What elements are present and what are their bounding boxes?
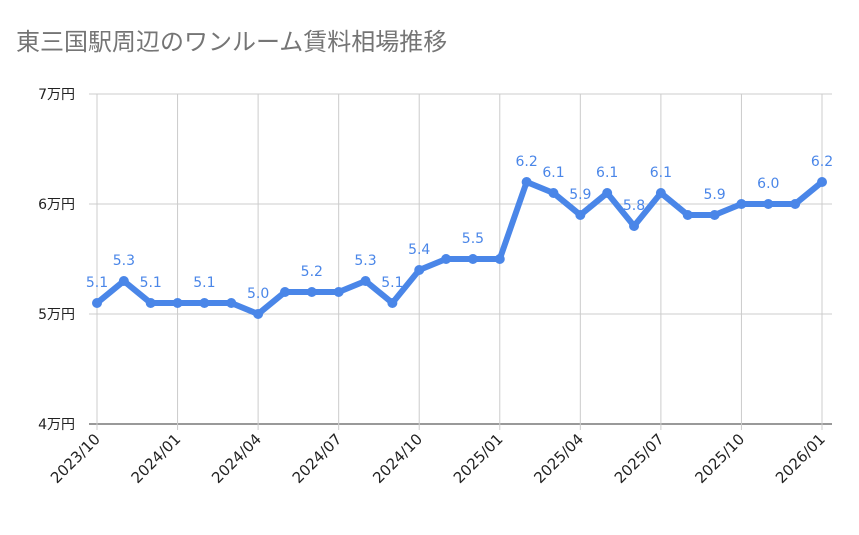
data-label: 5.3: [354, 253, 376, 269]
data-label: 5.1: [86, 275, 108, 291]
point: [682, 210, 693, 220]
y-tick-label: 7万円: [38, 87, 75, 103]
data-label: 5.0: [247, 286, 269, 302]
line: [95, 179, 824, 317]
data-label: 5.9: [569, 187, 591, 203]
point: [548, 188, 559, 198]
point: [387, 298, 398, 308]
data-label: 5.1: [140, 275, 162, 291]
y-tick-label: 6万円: [38, 197, 75, 213]
y-tick-label: 5万円: [38, 307, 75, 323]
point: [575, 210, 586, 220]
x-tick-label: 2024/01: [128, 430, 185, 487]
data-label: 6.0: [757, 176, 779, 192]
point: [817, 177, 827, 187]
point: [655, 188, 666, 198]
point: [145, 298, 156, 308]
point: [521, 177, 532, 187]
data-label: 6.2: [811, 154, 833, 170]
data-label: 5.1: [193, 275, 215, 291]
data-label: 5.8: [623, 198, 645, 214]
point: [414, 265, 425, 275]
point: [736, 199, 747, 209]
data-label: 6.1: [542, 165, 564, 181]
point: [441, 254, 452, 264]
point: [360, 276, 371, 286]
point: [306, 287, 317, 297]
x-tick-label: 2025/01: [450, 430, 507, 487]
y-tick-label: 4万円: [38, 417, 75, 433]
point: [629, 221, 640, 231]
point: [467, 254, 478, 264]
point: [92, 298, 102, 308]
x-tick-label: 2024/04: [208, 430, 265, 487]
data-label: 5.5: [462, 231, 484, 247]
x-tick-label: 2023/10: [47, 430, 104, 487]
data-label: 5.2: [301, 264, 323, 280]
point: [253, 309, 264, 319]
x-tick-label: 2025/10: [691, 430, 748, 487]
point: [763, 199, 774, 209]
data-label: 6.1: [650, 165, 672, 181]
point: [333, 287, 344, 297]
data-label: 5.9: [703, 187, 725, 203]
data-label: 5.4: [408, 242, 430, 258]
x-tick-label: 2024/10: [369, 430, 426, 487]
x-tick-label: 2025/04: [530, 430, 587, 487]
point: [226, 298, 237, 308]
point: [279, 287, 290, 297]
point: [118, 276, 129, 286]
x-tick-label: 2026/01: [772, 430, 829, 487]
point: [602, 188, 613, 198]
data-label: 5.1: [381, 275, 403, 291]
point: [199, 298, 210, 308]
point: [790, 199, 801, 209]
x-tick-label: 2024/07: [289, 430, 346, 487]
data-label: 5.3: [113, 253, 135, 269]
point: [172, 298, 183, 308]
data-label: 6.1: [596, 165, 618, 181]
data-label: 6.2: [515, 154, 537, 170]
chart-title: 東三国駅周辺のワンルーム賃料相場推移: [16, 28, 447, 56]
point: [494, 254, 505, 264]
point: [709, 210, 720, 220]
x-tick-label: 2025/07: [611, 430, 668, 487]
